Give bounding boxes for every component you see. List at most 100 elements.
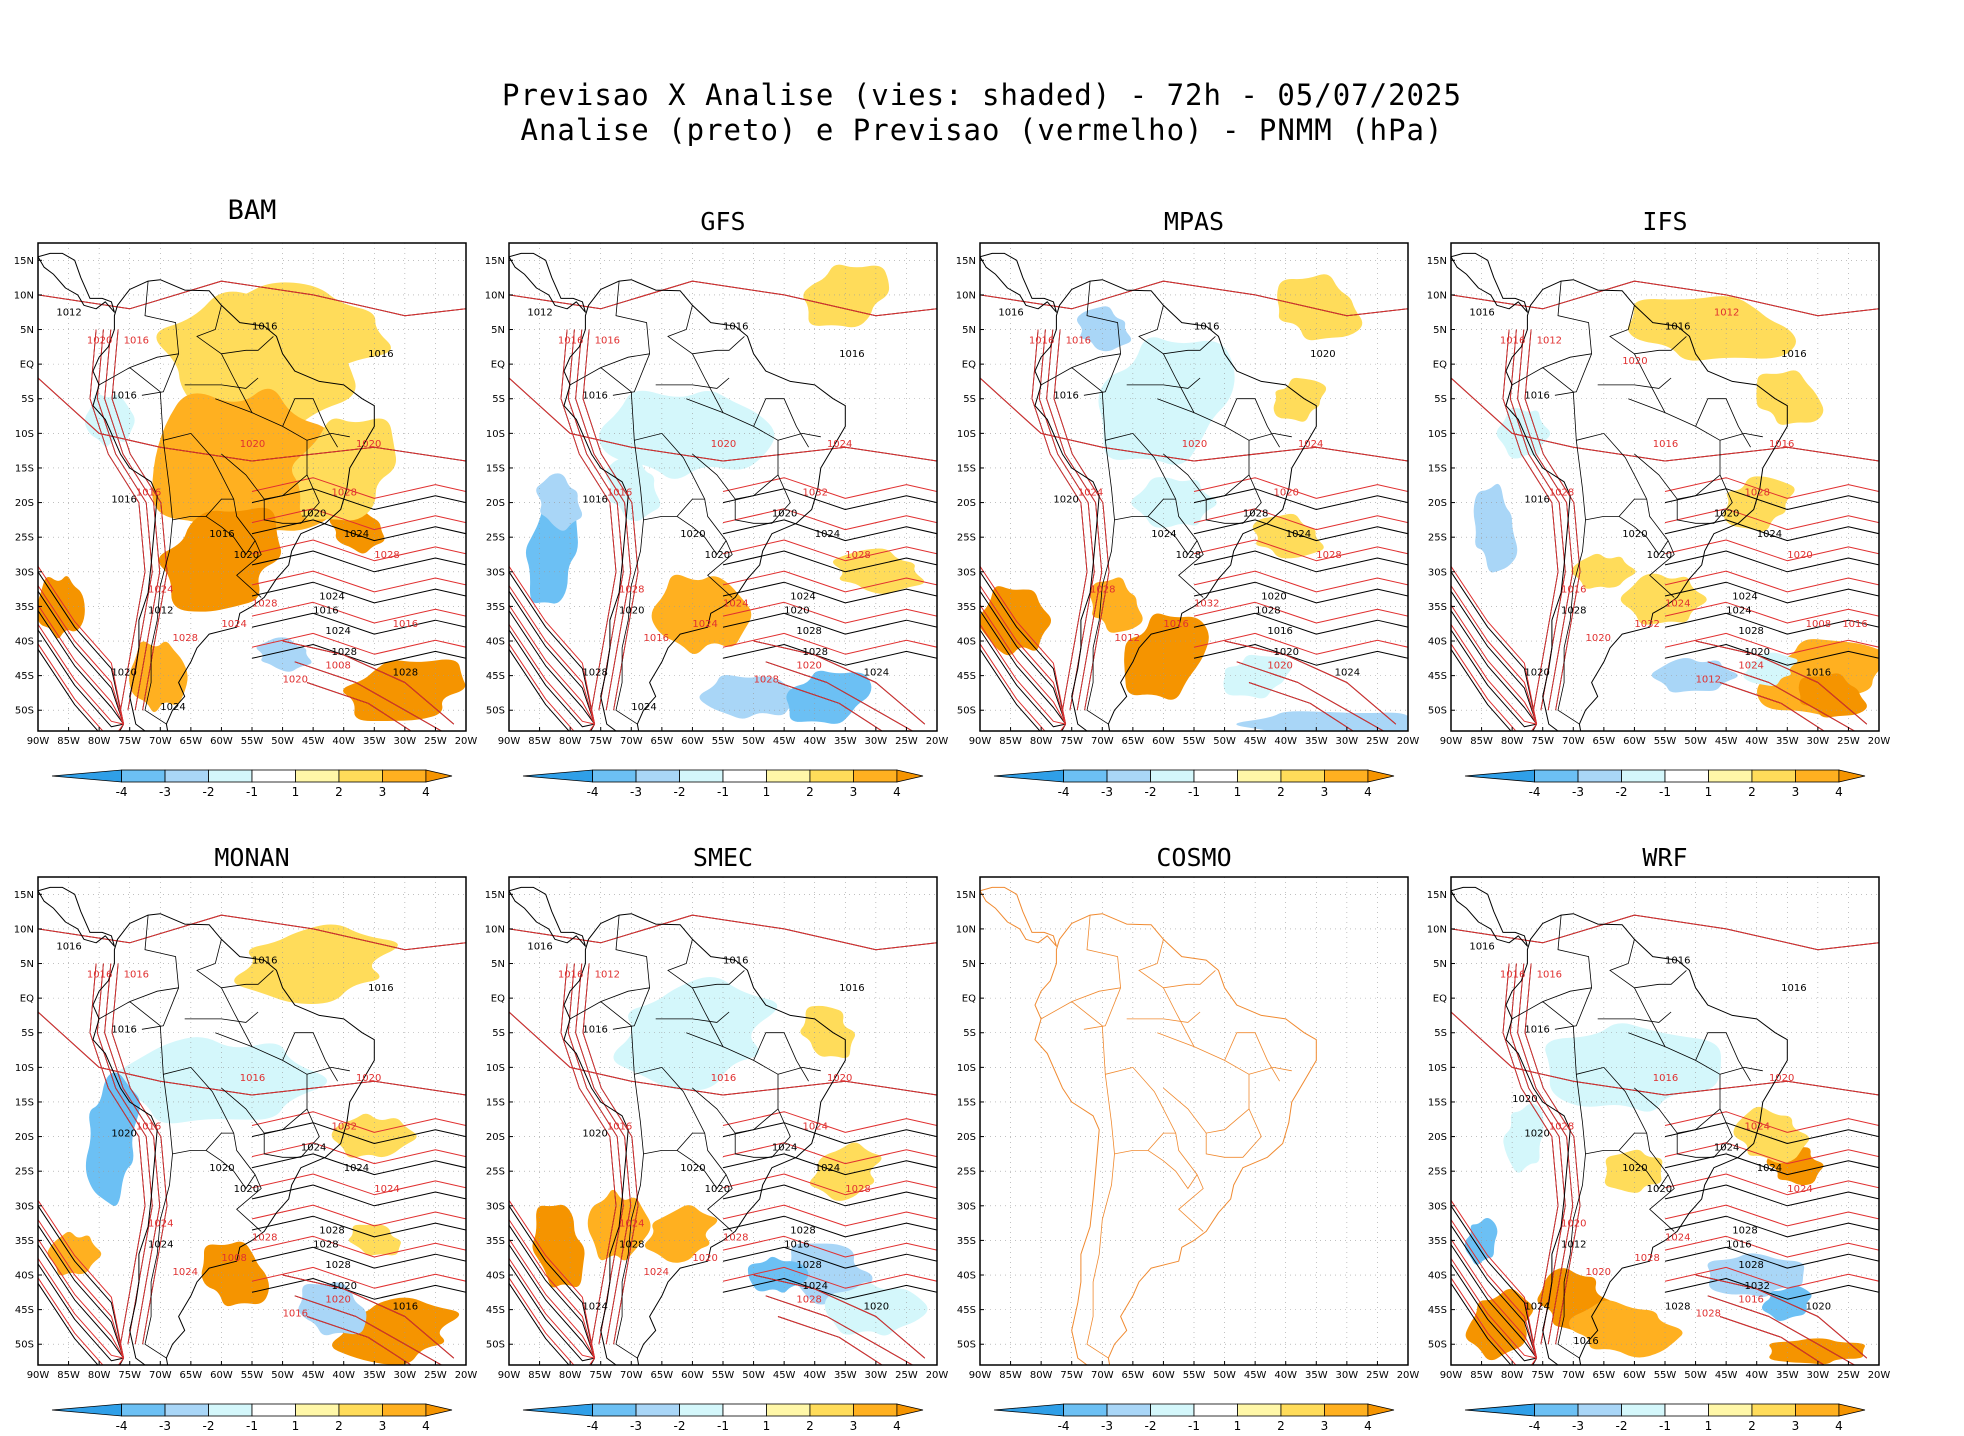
colorbar-label: -4 xyxy=(116,785,128,799)
isobar-line xyxy=(1664,1122,1879,1144)
latitude-tick-label: 5S xyxy=(492,1028,505,1039)
colorbar-label: -3 xyxy=(159,1419,171,1433)
isobar-line xyxy=(509,280,937,317)
country-border xyxy=(1083,281,1122,396)
isobar-line xyxy=(38,1011,466,1096)
isobar-line xyxy=(1451,649,1538,731)
isobar-line xyxy=(306,682,412,731)
colorbar-segment xyxy=(1193,1403,1238,1417)
longitude-tick-label: 60W xyxy=(210,1370,233,1381)
isobar-line xyxy=(38,1263,124,1362)
analysis-isobar-label: 1020 xyxy=(301,508,326,519)
longitude-tick-label: 25W xyxy=(1366,1370,1389,1381)
colorbar-label: -4 xyxy=(1529,1419,1541,1433)
colorbar-segment xyxy=(1106,769,1151,783)
latitude-tick-label: 30S xyxy=(15,1201,34,1212)
longitude-tick-label: 55W xyxy=(241,736,264,747)
latitude-tick-label: 25S xyxy=(15,533,34,544)
analysis-isobar-label: 1028 xyxy=(790,1225,815,1236)
longitude-tick-label: 50W xyxy=(271,1370,294,1381)
isobar-line xyxy=(38,1219,125,1359)
map-panel-cosmo: 15N 10N 5N EQ 5S 10S 15S 20S 25S 30S 35S 40S 45S 50S 9… xyxy=(956,876,1419,1381)
latitude-tick-label: 40S xyxy=(1428,637,1447,648)
country-border xyxy=(1126,377,1201,389)
central-america-coastline xyxy=(1451,886,1528,947)
latitude-tick-label: 20S xyxy=(15,1132,34,1143)
latitude-tick-label: 45S xyxy=(15,1305,34,1316)
longitude-tick-label: 75W xyxy=(1531,1370,1554,1381)
isobar-line xyxy=(251,570,466,593)
longitude-tick-label: 80W xyxy=(88,736,111,747)
analysis-isobar-label: 1016 xyxy=(1469,308,1494,319)
colorbar-segment xyxy=(993,1403,1064,1417)
forecast-isobar-label: 1028 xyxy=(1634,1253,1659,1264)
isobar-line xyxy=(38,1205,125,1359)
isobar-line xyxy=(980,590,1067,725)
andes-isobar-line xyxy=(1502,329,1559,711)
analysis-isobar-label: 1016 xyxy=(1524,391,1549,402)
country-border xyxy=(221,987,253,1047)
longitude-tick-label: 65W xyxy=(1593,736,1616,747)
country-border xyxy=(144,1153,173,1359)
longitude-tick-label: 70W xyxy=(620,1370,643,1381)
colorbar-segment xyxy=(635,769,680,783)
colorbar-label: 2 xyxy=(1277,785,1285,799)
longitude-tick-label: 85W xyxy=(528,1370,551,1381)
analysis-isobar-label: 1016 xyxy=(1806,668,1831,679)
colorbar-label: 1 xyxy=(1705,785,1713,799)
isobar-line xyxy=(509,643,596,731)
isobar-line xyxy=(722,1184,937,1207)
colorbar-label: -2 xyxy=(1145,785,1157,799)
forecast-isobar-label: 1028 xyxy=(754,675,779,686)
forecast-isobar-label: 1024 xyxy=(619,1219,644,1230)
forecast-isobar-label: 1016 xyxy=(1163,619,1188,630)
isobar-line xyxy=(1451,585,1538,725)
longitude-tick-label: 60W xyxy=(1623,1370,1646,1381)
analysis-isobar-label: 1024 xyxy=(160,702,185,713)
analysis-isobar-label: 1028 xyxy=(796,626,821,637)
andes-isobar-line xyxy=(1038,329,1095,711)
bias-shading-area xyxy=(783,1243,873,1306)
longitude-tick-label: 75W xyxy=(1531,736,1554,747)
isobar-line xyxy=(1664,1266,1879,1289)
longitude-tick-label: 70W xyxy=(1091,1370,1114,1381)
analysis-isobar-label: 1020 xyxy=(1744,647,1769,658)
colorbar-label: 2 xyxy=(335,1419,343,1433)
bias-shading-area xyxy=(1743,652,1798,687)
country-border xyxy=(1585,1132,1647,1155)
latitude-tick-label: 25S xyxy=(1428,1167,1447,1178)
longitude-tick-label: 70W xyxy=(1562,1370,1585,1381)
latitude-tick-label: 5N xyxy=(962,959,976,970)
isobar-line xyxy=(38,1283,125,1365)
andes-isobar-line xyxy=(1517,329,1574,711)
analysis-isobar-label: 1016 xyxy=(368,983,393,994)
colorbar-label: -3 xyxy=(630,1419,642,1433)
longitude-tick-label: 50W xyxy=(1684,1370,1707,1381)
isobar-line xyxy=(509,1277,596,1365)
isobar-line xyxy=(722,1173,937,1196)
analysis-isobar-label: 1016 xyxy=(1665,956,1690,967)
country-border xyxy=(1163,353,1195,413)
latitude-tick-label: 30S xyxy=(15,567,34,578)
forecast-isobar-label: 1020 xyxy=(796,661,821,672)
forecast-isobar-label: 1020 xyxy=(283,675,308,686)
colorbar-segment xyxy=(592,769,637,783)
isobar-line xyxy=(1664,581,1879,604)
analysis-isobar-label: 1024 xyxy=(582,1302,607,1313)
longitude-tick-label: 65W xyxy=(1122,736,1145,747)
latitude-tick-label: 50S xyxy=(486,1340,505,1351)
isobar-line xyxy=(251,1235,466,1258)
forecast-isobar-label: 1016 xyxy=(283,1309,308,1320)
colorbar-segment xyxy=(338,769,383,783)
isobar-line xyxy=(509,1011,937,1096)
analysis-isobar-label: 1020 xyxy=(1261,591,1286,602)
colorbar-label: 2 xyxy=(335,785,343,799)
colorbar-cosmo: -4 -3 -2 -1 1 2 3 4 xyxy=(993,1403,1395,1433)
analysis-isobar-label: 1016 xyxy=(839,349,864,360)
colorbar-segment xyxy=(635,1403,680,1417)
colorbar-segment xyxy=(722,1403,767,1417)
latitude-tick-label: 35S xyxy=(1428,602,1447,613)
latitude-tick-label: EQ xyxy=(491,360,505,371)
isobar-line xyxy=(1193,601,1408,624)
analysis-isobar-label: 1016 xyxy=(252,956,277,967)
